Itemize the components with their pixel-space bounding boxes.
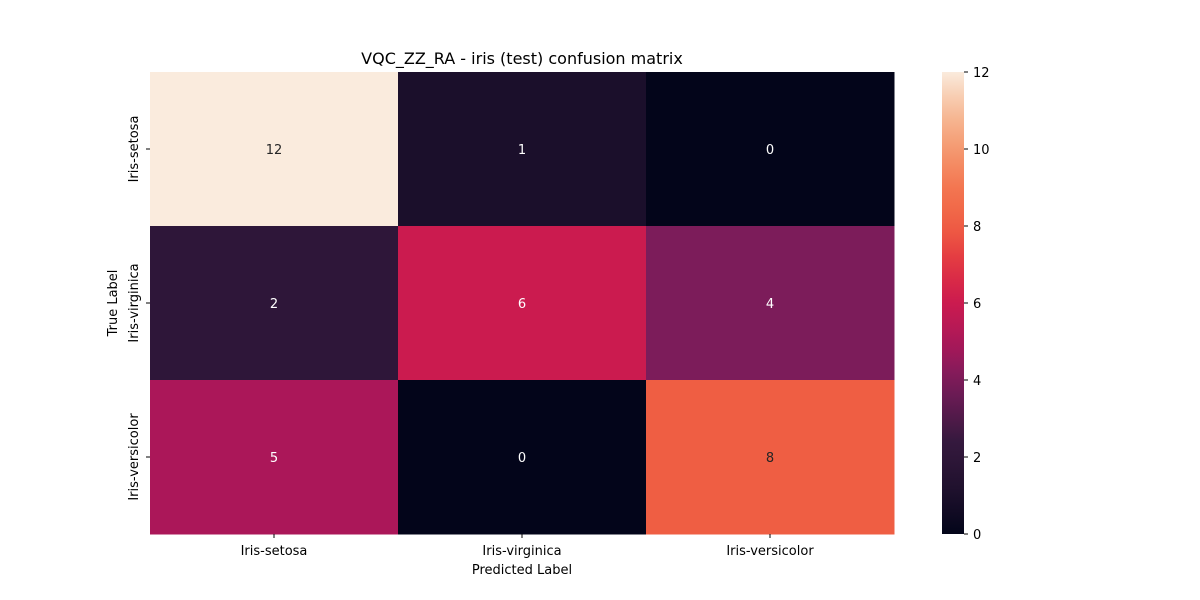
heatmap-cell [150,226,399,381]
heatmap-cell [646,226,895,381]
y-tick-label: Iris-setosa [127,116,142,183]
y-axis-ticks: Iris-setosa Iris-virginica Iris-versicolor [127,116,150,501]
colorbar-tick-label: 12 [973,66,990,81]
cell-value-label: 5 [270,451,278,466]
cell-value-label: 12 [266,143,283,158]
heatmap-cell [646,72,895,227]
cell-value-label: 2 [270,297,278,312]
heatmap-cell [398,380,647,535]
y-axis-label: True Label [106,270,121,338]
colorbar [942,72,964,534]
heatmap-cell-labels: 12 1 0 2 6 4 5 0 8 [266,143,774,466]
colorbar-tick-label: 0 [973,528,981,543]
cell-value-label: 8 [766,451,774,466]
heatmap-cells [150,72,895,535]
cell-value-label: 0 [518,451,526,466]
heatmap-cell [398,226,647,381]
heatmap-cell [150,380,399,535]
heatmap-cell [398,72,647,227]
chart-title: VQC_ZZ_RA - iris (test) confusion matrix [361,49,683,69]
colorbar-tick-label: 6 [973,297,981,312]
heatmap-cell [150,72,399,227]
cell-value-label: 6 [518,297,526,312]
colorbar-tick-label: 8 [973,220,981,235]
x-tick-label: Iris-virginica [482,544,561,559]
y-tick-label: Iris-versicolor [127,413,142,501]
colorbar-tick-label: 10 [973,143,990,158]
cell-value-label: 1 [518,143,526,158]
x-axis-ticks: Iris-setosa Iris-virginica Iris-versicolor [241,534,814,559]
colorbar-tick-label: 2 [973,451,981,466]
cell-value-label: 0 [766,143,774,158]
cell-value-label: 4 [766,297,774,312]
x-tick-label: Iris-setosa [241,544,308,559]
colorbar-tick-label: 4 [973,374,981,389]
x-axis-label: Predicted Label [472,563,572,578]
colorbar-ticks: 0 2 4 6 8 10 12 [964,66,990,543]
heatmap-cell [646,380,895,535]
y-tick-label: Iris-virginica [127,263,142,342]
x-tick-label: Iris-versicolor [726,544,814,559]
